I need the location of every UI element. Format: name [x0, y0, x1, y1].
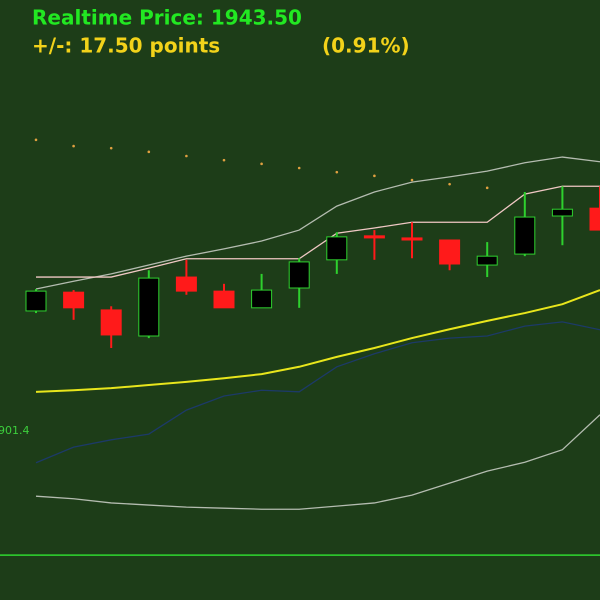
sar-dot [485, 186, 489, 190]
candle-body [589, 207, 600, 231]
indicator-line [35, 156, 600, 290]
sar-dot [109, 146, 113, 150]
candle-body [476, 255, 498, 266]
sar-dot [373, 174, 376, 178]
candle-body [251, 289, 273, 309]
indicator-line [35, 414, 600, 510]
sar-dot [147, 150, 151, 154]
sar-dot [185, 154, 188, 158]
indicator-line [35, 321, 600, 464]
price-label: 901.4 [0, 424, 30, 437]
realtime-price: Realtime Price: 1943.50 [32, 6, 302, 30]
sar-dot [222, 158, 226, 162]
indicator-line [36, 185, 600, 278]
candle-body [363, 235, 385, 239]
sar-dot [260, 162, 263, 166]
sar-dot [410, 178, 414, 182]
candle-body [25, 290, 47, 312]
candle-body [288, 261, 310, 289]
plot [0, 138, 600, 556]
candle-body [551, 208, 573, 217]
candle-body [439, 239, 461, 265]
sar-dot [34, 138, 38, 142]
sar-dot [72, 144, 75, 148]
candle-body [514, 216, 536, 255]
change-percent: (0.91%) [322, 34, 410, 58]
sar-dot [448, 182, 451, 186]
candle-body [63, 291, 85, 309]
change-points: +/-: 17.50 points [32, 34, 220, 58]
candle-body [138, 277, 160, 337]
candle-body [401, 237, 423, 241]
sar-dot [335, 170, 339, 174]
sar-dot [297, 166, 301, 170]
candle-body [326, 236, 348, 261]
candle-body [100, 309, 122, 336]
candle-body [213, 290, 235, 309]
candle-body [175, 276, 197, 292]
indicator-line [35, 289, 600, 393]
